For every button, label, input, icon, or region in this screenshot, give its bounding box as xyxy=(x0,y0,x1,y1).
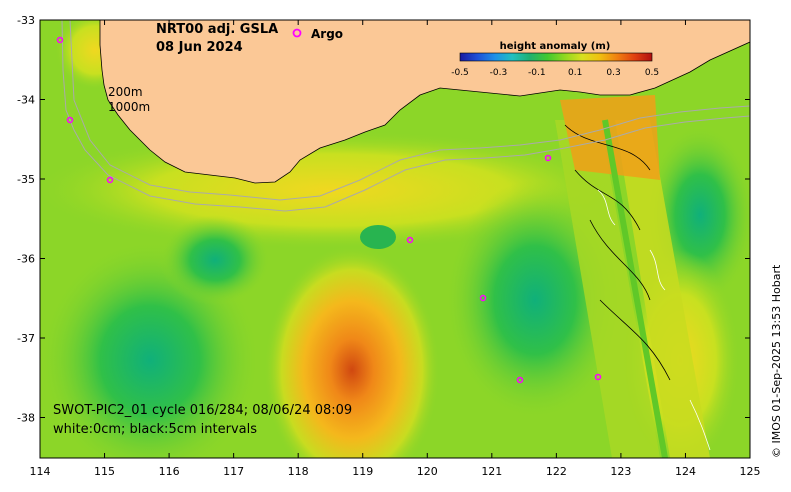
argo-float xyxy=(66,116,74,124)
argo-float xyxy=(544,154,552,162)
y-axis: -33 -34 -35 -36 -37 -38 xyxy=(17,14,750,425)
colorbar-ticks: -0.5 -0.3 -0.1 0.1 0.3 0.5 xyxy=(451,68,659,78)
swot-swath-east xyxy=(615,120,710,458)
argo-float xyxy=(106,176,114,184)
isobath-label-200m: 200m xyxy=(108,85,143,99)
map-date: 08 Jun 2024 xyxy=(156,40,243,55)
colorbar: height anomaly (m) -0.5 -0.3 -0.1 0.1 0.3 0.5 xyxy=(451,41,659,78)
colorbar-title: height anomaly (m) xyxy=(500,41,611,52)
argo-legend-label: Argo xyxy=(311,27,343,41)
colorbar-tick-label: 0.5 xyxy=(645,68,659,78)
argo-float xyxy=(406,236,414,244)
colorbar-tick-label: -0.1 xyxy=(528,68,546,78)
x-tick-label: 123 xyxy=(610,465,631,478)
swot-contour-legend: white:0cm; black:5cm intervals xyxy=(53,422,257,437)
swot-nadir-gap xyxy=(602,119,668,458)
swath-contour-black xyxy=(564,124,671,381)
argo-float xyxy=(516,376,524,384)
x-tick-label: 119 xyxy=(352,465,373,478)
x-tick-label: 114 xyxy=(30,465,51,478)
y-tick-label: -37 xyxy=(17,332,35,345)
argo-float xyxy=(56,36,64,44)
x-tick-label: 121 xyxy=(481,465,502,478)
x-tick-label: 124 xyxy=(675,465,696,478)
swot-swath-west xyxy=(555,120,660,458)
x-tick-label: 116 xyxy=(159,465,180,478)
y-tick-label: -34 xyxy=(17,94,35,107)
plot-frame xyxy=(39,19,751,459)
x-tick-label: 115 xyxy=(94,465,115,478)
x-tick-label: 122 xyxy=(546,465,567,478)
colorbar-tick-label: -0.3 xyxy=(490,68,508,78)
credit-text: © IMOS 01-Sep-2025 13:53 Hobart xyxy=(770,264,783,458)
colorbar-tick-label: -0.5 xyxy=(451,68,469,78)
isobath-label-1000m: 1000m xyxy=(108,100,150,114)
swath-contour-white xyxy=(597,189,711,451)
isobath-1000m xyxy=(61,20,750,212)
y-tick-label: -38 xyxy=(17,412,35,425)
warm-eddy xyxy=(264,245,440,458)
argo-float xyxy=(479,294,487,302)
argo-legend-icon xyxy=(292,28,302,38)
x-tick-label: 125 xyxy=(740,465,761,478)
x-tick-label: 118 xyxy=(288,465,309,478)
colorbar-scale xyxy=(459,52,653,62)
isobath-200m xyxy=(69,20,750,201)
y-tick-label: -35 xyxy=(17,173,35,186)
swot-pass-label: SWOT-PIC2_01 cycle 016/284; 08/06/24 08:… xyxy=(53,403,352,418)
colorbar-tick-label: 0.1 xyxy=(568,68,582,78)
cool-patch-small xyxy=(360,225,396,249)
argo-float xyxy=(594,373,602,381)
x-axis: 114 115 116 117 118 119 120 121 122 123 124 125 xyxy=(30,20,761,478)
x-tick-label: 120 xyxy=(417,465,438,478)
y-tick-label: -36 xyxy=(17,253,35,266)
x-tick-label: 117 xyxy=(223,465,244,478)
argo-floats xyxy=(56,36,602,384)
colorbar-tick-label: 0.3 xyxy=(606,68,620,78)
map-field xyxy=(40,20,750,458)
map-title: NRT00 adj. GSLA xyxy=(156,22,278,37)
y-tick-label: -33 xyxy=(17,14,35,27)
cool-eddy-west xyxy=(160,215,270,305)
